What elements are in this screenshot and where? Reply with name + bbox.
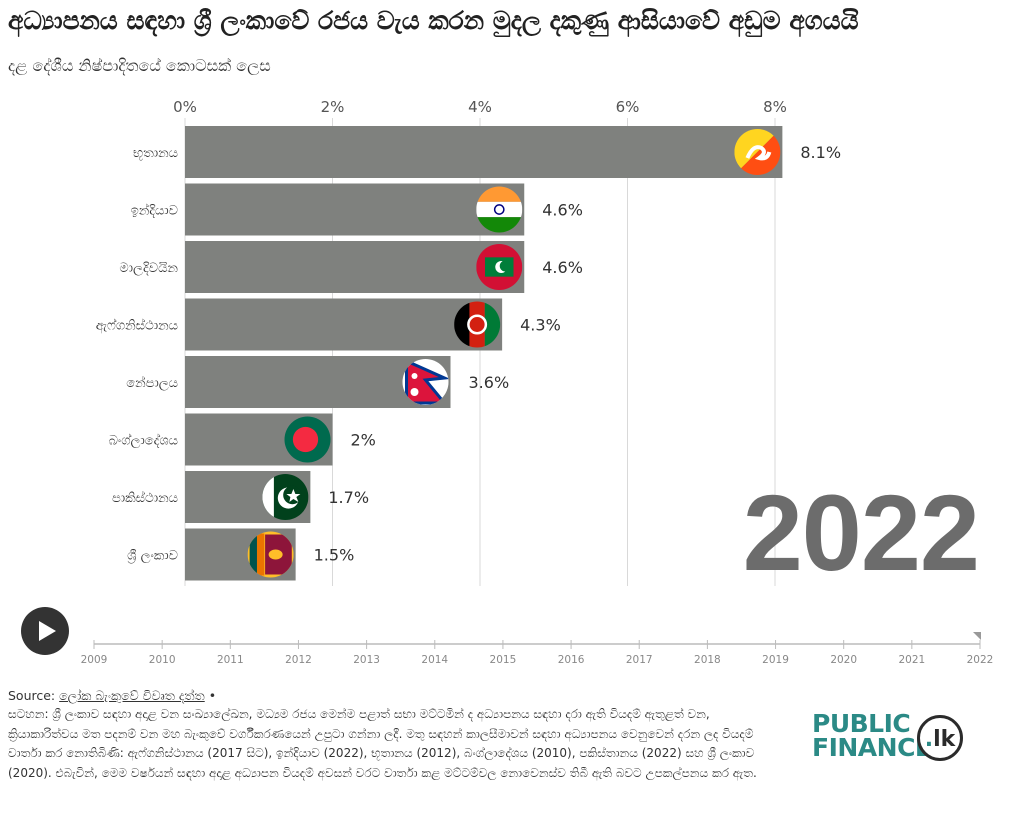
category-label: මාලදිවයින — [119, 261, 178, 276]
timeline-year-label[interactable]: 2013 — [353, 654, 380, 666]
logo-badge: .lk — [917, 715, 963, 761]
publicfinance-logo[interactable]: PUBLIC FINANCE .lk — [812, 709, 1002, 772]
value-label: 8.1% — [800, 143, 841, 162]
timeline-year-label[interactable]: 2020 — [830, 654, 857, 666]
timeline-year-label[interactable]: 2016 — [558, 654, 585, 666]
timeline-year-label[interactable]: 2012 — [285, 654, 312, 666]
category-label: භූතානය — [133, 146, 178, 161]
timeline-year-label[interactable]: 2015 — [490, 654, 517, 666]
year-timeline[interactable]: 2009 2010 2011 2012 2013 2014 2015 2016 2017 2018… — [0, 630, 1017, 672]
logo-line-public: PUBLIC — [812, 709, 911, 738]
bar — [185, 126, 783, 178]
bhutan-flag-icon — [734, 129, 781, 175]
nepal-flag-icon — [402, 359, 449, 405]
logo-badge-dot: . — [924, 727, 934, 752]
timeline-year-label[interactable]: 2019 — [762, 654, 789, 666]
timeline-year-label[interactable]: 2011 — [217, 654, 244, 666]
category-label: ඇෆ්ගනිස්ථානය — [96, 317, 178, 333]
timeline-year-label[interactable]: 2022 — [967, 654, 994, 666]
maldives-flag-icon — [476, 244, 523, 290]
x-tick-label: 6% — [616, 98, 640, 116]
sri-lanka-flag-icon — [247, 531, 294, 578]
timeline-handle[interactable] — [973, 632, 981, 640]
footnote: සටහන: ශ්‍රී ලංකාව සඳහා අදාළ වන සංඛ්‍යාලේ… — [8, 707, 757, 780]
timeline-year-label[interactable]: 2010 — [149, 654, 176, 666]
value-label: 4.6% — [542, 201, 583, 220]
timeline-year-label[interactable]: 2014 — [421, 654, 448, 666]
bar — [185, 183, 525, 236]
timeline-year-label[interactable]: 2009 — [81, 654, 108, 666]
value-label: 1.7% — [328, 488, 369, 507]
category-label: නේපාලය — [126, 375, 178, 391]
category-label: ශ්‍රී ලංකාව — [127, 549, 178, 564]
bar-chart: 0% 2% 4% 6% 8% භූතානය 8.1% ඉන්දියාව 4.6% මාලදිවයි… — [96, 98, 841, 586]
value-label: 2% — [351, 431, 376, 450]
source-label: Source: — [8, 688, 56, 703]
category-label: පාකිස්ථානය — [112, 490, 178, 506]
logo-badge-text: lk — [933, 727, 956, 752]
footer: Source: ලෝක බැංකුවේ විවෘත දත්ත • සටහන: ශ… — [8, 686, 768, 783]
category-label: බංග්ලාදේශය — [109, 432, 178, 448]
timeline-year-label[interactable]: 2018 — [694, 654, 721, 666]
x-tick-label: 0% — [173, 98, 197, 116]
value-label: 1.5% — [314, 546, 355, 565]
timeline-year-label[interactable]: 2021 — [898, 654, 925, 666]
timeline-year-label[interactable]: 2017 — [626, 654, 653, 666]
current-year-label: 2022 — [742, 472, 980, 593]
x-tick-label: 2% — [321, 98, 345, 116]
play-button[interactable] — [21, 607, 69, 655]
value-label: 4.6% — [542, 258, 583, 277]
source-link[interactable]: ලෝක බැංකුවේ විවෘත දත්ත — [59, 688, 205, 703]
logo-line-finance: FINANCE — [812, 733, 932, 762]
bar — [185, 241, 525, 293]
source-line: Source: ලෝක බැංකුවේ විවෘත දත්ත • — [8, 686, 768, 705]
chart-title: අධ්‍යාපනය සඳහා ශ්‍රී ලංකාවේ රජය වැය කරන … — [8, 6, 859, 35]
source-bullet: • — [208, 688, 217, 703]
chart-subtitle: දළ දේශීය නිෂ්පාදිතයේ කොටසක් ලෙස — [8, 56, 271, 75]
bangladesh-flag-icon — [284, 416, 331, 463]
afghanistan-flag-icon — [454, 301, 501, 348]
x-tick-label: 4% — [468, 98, 492, 116]
bar — [185, 298, 503, 351]
x-tick-label: 8% — [763, 98, 787, 116]
value-label: 3.6% — [469, 373, 510, 392]
category-label: ඉන්දියාව — [131, 202, 178, 218]
india-flag-icon — [476, 186, 523, 233]
pakistan-flag-icon — [262, 474, 309, 520]
value-label: 4.3% — [520, 316, 561, 335]
